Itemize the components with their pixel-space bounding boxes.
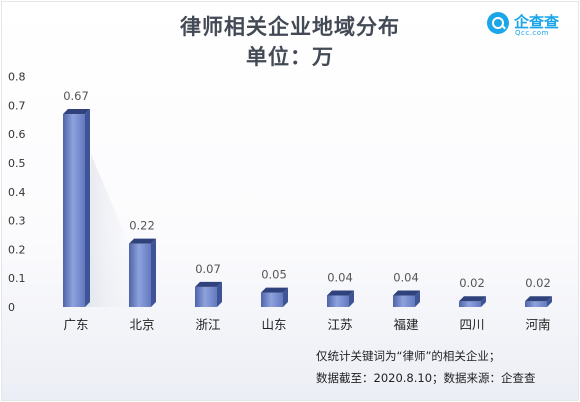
bar bbox=[393, 295, 415, 307]
bar-top bbox=[261, 287, 288, 293]
x-category-label: 福建 bbox=[393, 317, 419, 332]
bar-value-label: 0.04 bbox=[327, 270, 353, 284]
bar-top bbox=[327, 290, 354, 296]
footnote-line-2: 数据截至：2020.8.10；数据来源：企查查 bbox=[316, 371, 536, 385]
bar-top bbox=[393, 290, 420, 296]
brand-domain: Qcc.com bbox=[515, 29, 549, 37]
bar-side bbox=[547, 296, 552, 307]
bar-value-label: 0.02 bbox=[525, 276, 551, 290]
bar-value-label: 0.07 bbox=[195, 262, 221, 276]
x-category-label: 四川 bbox=[459, 317, 484, 332]
y-tick-label: 0.6 bbox=[8, 128, 26, 141]
x-category-label: 山东 bbox=[261, 317, 286, 332]
y-tick-label: 0.5 bbox=[8, 157, 26, 170]
y-tick-label: 0.4 bbox=[8, 186, 26, 199]
bar bbox=[525, 301, 547, 307]
x-category-label: 北京 bbox=[129, 317, 154, 332]
bar-side bbox=[481, 296, 486, 307]
chart-title: 律师相关企业地域分布 bbox=[180, 15, 400, 39]
bar-top bbox=[129, 238, 156, 244]
bar-side bbox=[151, 238, 156, 307]
bar-value-label: 0.04 bbox=[393, 270, 419, 284]
brand-logo: 企查查 Qcc.com bbox=[487, 10, 571, 40]
y-tick-label: 0.7 bbox=[8, 99, 26, 112]
brand-name: 企查查 bbox=[514, 13, 560, 31]
y-tick-label: 0.2 bbox=[8, 243, 26, 256]
bar bbox=[129, 243, 151, 307]
bar-side bbox=[349, 290, 354, 307]
footnote-line-1: 仅统计关键词为“律师”的相关企业； bbox=[316, 349, 501, 363]
chart-subtitle-unit: 单位：万 bbox=[246, 45, 334, 69]
x-category-label: 广东 bbox=[63, 317, 88, 332]
y-tick-label: 0.1 bbox=[8, 272, 26, 285]
bar-side bbox=[85, 109, 90, 307]
bar-value-label: 0.22 bbox=[129, 219, 155, 233]
bar-side bbox=[283, 287, 288, 307]
x-category-label: 浙江 bbox=[195, 317, 220, 332]
y-tick-label: 0 bbox=[8, 301, 15, 314]
bar bbox=[63, 114, 85, 307]
bar bbox=[195, 286, 217, 307]
bar-value-label: 0.02 bbox=[459, 276, 485, 290]
bar-top bbox=[63, 109, 90, 115]
bar-value-label: 0.05 bbox=[261, 268, 287, 282]
y-tick-label: 0.3 bbox=[8, 215, 26, 228]
bar-side bbox=[217, 281, 222, 307]
bar bbox=[459, 301, 481, 307]
bar-top bbox=[525, 296, 552, 302]
bar bbox=[327, 295, 349, 307]
bar bbox=[261, 292, 283, 307]
x-category-label: 河南 bbox=[525, 317, 550, 332]
bar-side bbox=[415, 290, 420, 307]
bar-value-label: 0.67 bbox=[63, 89, 89, 103]
bar-top bbox=[195, 281, 222, 287]
x-category-label: 江苏 bbox=[327, 317, 352, 332]
bar-top bbox=[459, 296, 486, 302]
y-tick-label: 0.8 bbox=[8, 71, 26, 84]
magnifier-logo-icon bbox=[487, 12, 509, 34]
